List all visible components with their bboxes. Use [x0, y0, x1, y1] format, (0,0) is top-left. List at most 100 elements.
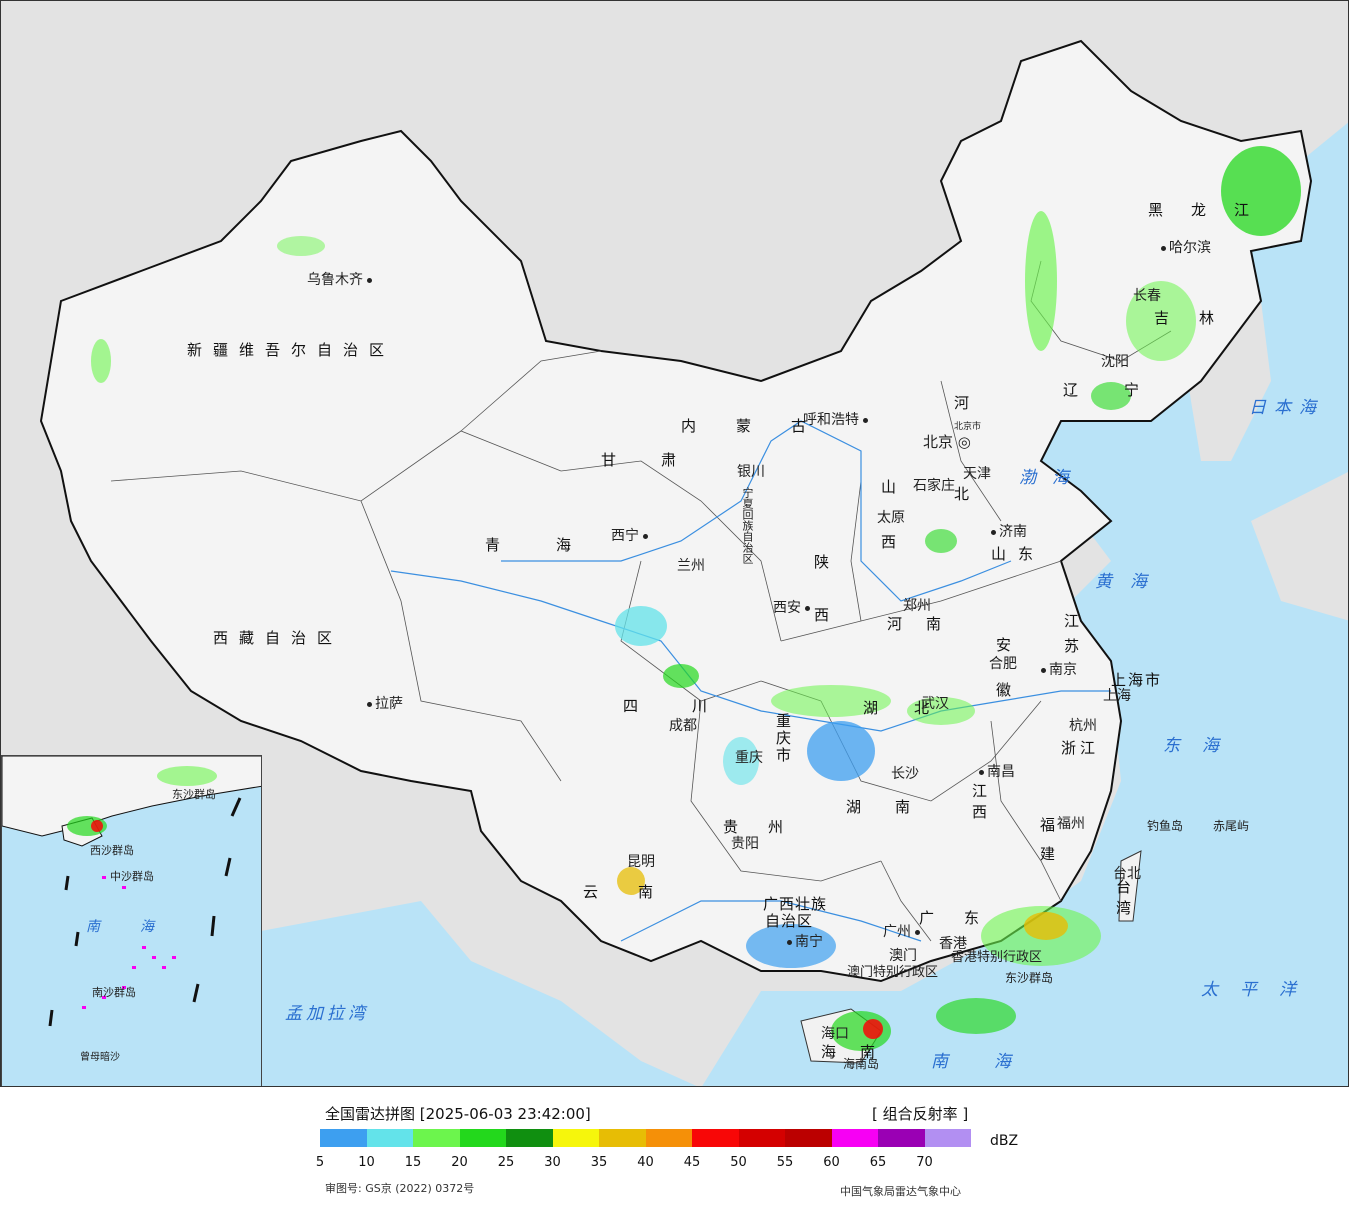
color-scale-tick: 30: [544, 1155, 561, 1170]
sea-japan: 日本海: [1249, 398, 1324, 418]
east-sea-area: [702, 281, 1348, 1086]
color-scale-cell: [831, 1129, 878, 1147]
island-diaoyu: 钓鱼岛: [1147, 819, 1184, 833]
china-mainland: [39, 39, 1313, 983]
approval-number: 审图号: GS京 (2022) 0372号: [325, 1182, 475, 1195]
province-henan: 河南: [887, 615, 966, 633]
sea-pacific: 太平洋: [1201, 980, 1318, 1000]
province-hubei: 湖北: [863, 699, 966, 717]
city-hefei: 合肥: [989, 656, 1017, 672]
city-jinan: 济南: [991, 521, 1027, 541]
city-nanjing: 南京: [1041, 659, 1077, 679]
nine-dash-line: [48, 797, 242, 1027]
radar-echoes: [91, 146, 1301, 1051]
color-scale-tick: 65: [869, 1155, 887, 1170]
city-changchun: 长春: [1133, 288, 1161, 304]
data-source: 中国气象局雷达气象中心: [840, 1185, 961, 1198]
legend-panel: 全国雷达拼图 [2025-06-03 23:42:00] [ 组合反射率 ] 5…: [0, 1087, 1349, 1208]
sea-south-china: 南海: [931, 1052, 1057, 1072]
province-jiangsu: 江苏: [1062, 613, 1080, 663]
province-liaoning: 辽宁: [1063, 381, 1186, 399]
color-scale: [320, 1129, 971, 1147]
city-xining: 西宁: [611, 525, 651, 545]
color-scale-cell: [738, 1129, 785, 1147]
color-scale-cell: [320, 1129, 367, 1147]
color-scale-cell: [692, 1129, 739, 1147]
inset-xisha: 西沙群岛: [90, 844, 134, 857]
color-scale-tick: 45: [683, 1155, 701, 1170]
color-scale-cell: [785, 1129, 832, 1147]
province-jilin: 吉林: [1154, 309, 1245, 327]
city-beijing-municipality: 北京市: [954, 422, 982, 432]
city-taipei: 台北: [1113, 866, 1141, 882]
color-scale-cell: [924, 1129, 971, 1147]
city-urumqi: 乌鲁木齐: [307, 269, 375, 289]
city-nanchang: 南昌: [979, 761, 1015, 781]
city-beijing: 北京 ◎: [923, 433, 971, 451]
province-hebei: 河北: [952, 395, 970, 577]
china-map: 新疆维吾尔自治区 西藏自治区 青海 甘肃 内蒙古 四川 云南 贵州 广西壮族 自…: [0, 0, 1349, 1087]
province-hainan: 海南: [821, 1043, 900, 1061]
color-scale-tick: 10: [358, 1155, 375, 1170]
color-scale-tick: 40: [637, 1155, 654, 1170]
color-scale-tick: 60: [823, 1155, 840, 1170]
island-chiwei: 赤尾屿: [1213, 819, 1250, 833]
color-scale-tick: 25: [497, 1155, 515, 1170]
city-haikou: 海口: [821, 1026, 849, 1042]
color-scale-cell: [459, 1129, 506, 1147]
province-jiangxi: 江西: [970, 783, 988, 825]
city-zhengzhou: 郑州: [903, 598, 931, 614]
color-scale-tick: 15: [404, 1155, 422, 1170]
color-scale-cell: [366, 1129, 413, 1147]
province-borders: [110, 260, 1172, 942]
province-chongqing: 重庆市: [774, 713, 792, 764]
island-hainan: 海南岛: [843, 1057, 880, 1071]
city-changsha: 长沙: [891, 766, 919, 782]
inset-zhongsha: 中沙群岛: [110, 870, 154, 883]
province-guangxi-2: 自治区: [765, 912, 814, 930]
province-shaanxi: 陕西: [812, 554, 830, 660]
city-yinchuan: 银川: [737, 464, 765, 480]
province-yunnan: 云南: [583, 883, 694, 901]
city-fuzhou: 福州: [1057, 816, 1085, 832]
province-guangdong: 广东: [919, 909, 1010, 927]
city-nanning: 南宁: [787, 931, 823, 951]
color-scale-tick: 55: [776, 1155, 794, 1170]
city-guiyang: 贵阳: [731, 836, 759, 852]
city-harbin: 哈尔滨: [1161, 237, 1211, 257]
city-taiyuan: 太原: [877, 510, 905, 526]
inset-islands: [82, 876, 176, 1009]
inset-canvas: [2, 756, 261, 1027]
province-hunan: 湖南: [846, 798, 945, 816]
japan-land: [1251, 472, 1348, 621]
city-hongkong: 香港: [939, 936, 967, 952]
city-chongqing: 重庆: [735, 750, 763, 766]
province-guizhou: 贵州: [723, 818, 814, 836]
city-xian: 西安: [773, 597, 813, 617]
city-chengdu: 成都: [669, 718, 697, 734]
color-scale-tick: 50: [730, 1155, 747, 1170]
city-shanghai: 上海: [1103, 688, 1131, 704]
province-fujian: 福建: [1038, 817, 1056, 875]
color-scale-cell: [599, 1129, 646, 1147]
city-hangzhou: 杭州: [1069, 718, 1097, 734]
city-shenyang: 沈阳: [1101, 354, 1129, 370]
inset-sea-south-china: 南海: [86, 919, 194, 935]
unit-label: dBZ: [990, 1133, 1019, 1149]
city-lanzhou: 兰州: [677, 558, 705, 574]
color-scale-cell: [506, 1129, 553, 1147]
province-neimenggu: 内蒙古: [681, 417, 847, 435]
city-hohhot: 呼和浩特: [803, 409, 871, 429]
color-scale-tick: 70: [916, 1155, 933, 1170]
inset-dongsha: 东沙群岛: [172, 788, 216, 801]
province-gansu: 甘肃: [601, 451, 722, 469]
sea-bengal: 孟加拉湾: [285, 1004, 369, 1024]
bay-of-bengal-area: [261, 901, 697, 1086]
city-kunming: 昆明: [627, 854, 655, 870]
city-lhasa: 拉萨: [367, 693, 403, 713]
province-ningxia: 宁夏回族自治区: [741, 487, 754, 564]
province-qinghai: 青海: [485, 536, 628, 554]
province-xizang: 西藏自治区: [213, 629, 344, 647]
island-dongsha: 东沙群岛: [1005, 971, 1054, 985]
